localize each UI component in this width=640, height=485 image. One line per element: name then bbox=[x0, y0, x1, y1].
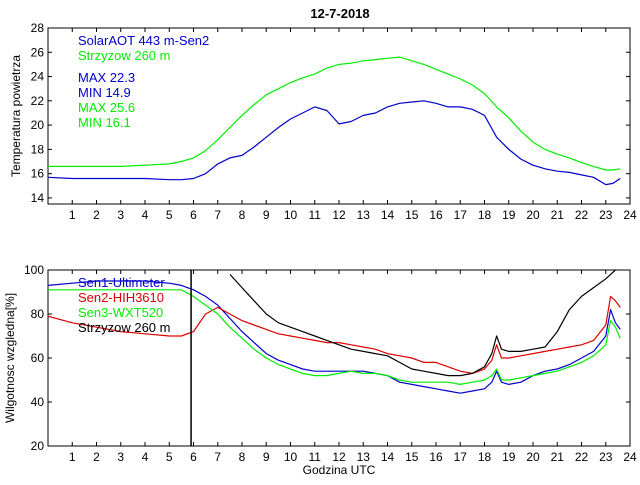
y-tick-label: 22 bbox=[31, 94, 45, 108]
stat-annotation: MIN 16.1 bbox=[78, 115, 131, 130]
legend: Sen1-UltimeterSen2-HIH3610Sen3-WXT520Str… bbox=[78, 275, 170, 335]
y-tick-label: 24 bbox=[31, 70, 45, 84]
x-tick-label: 22 bbox=[575, 208, 589, 222]
legend-entry: SolarAOT 443 m-Sen2 bbox=[78, 33, 209, 48]
y-tick-label: 18 bbox=[31, 142, 45, 156]
y-tick-label: 80 bbox=[31, 307, 45, 321]
x-tick-label: 24 bbox=[623, 450, 637, 464]
legend-entry: Strzyzow 260 m bbox=[78, 320, 170, 335]
x-tick-label: 19 bbox=[502, 208, 516, 222]
series-line-solaraot-443-m-sen2 bbox=[48, 100, 621, 186]
x-tick-label: 16 bbox=[429, 450, 443, 464]
x-tick-label: 23 bbox=[599, 208, 613, 222]
x-tick-label: 14 bbox=[381, 450, 395, 464]
x-tick-label: 5 bbox=[166, 450, 173, 464]
y-tick-label: 28 bbox=[31, 21, 45, 35]
x-tick-label: 7 bbox=[214, 208, 221, 222]
legend-entry: Sen3-WXT520 bbox=[78, 305, 163, 320]
x-tick-label: 13 bbox=[357, 450, 371, 464]
x-tick-label: 13 bbox=[357, 208, 371, 222]
x-tick-label: 14 bbox=[381, 208, 395, 222]
figure-title: 12-7-2018 bbox=[310, 6, 369, 21]
x-tick-label: 10 bbox=[284, 208, 298, 222]
y-tick-label: 20 bbox=[31, 439, 45, 453]
x-tick-label: 10 bbox=[284, 450, 298, 464]
humidity-panel: 1 2 3 4 5 6 7 8 9 10 11 12 13 14 15 16 17 18 19 20 21 22 23 242… bbox=[3, 263, 637, 477]
x-tick-label: 20 bbox=[526, 450, 540, 464]
x-tick-label: 3 bbox=[117, 208, 124, 222]
x-tick-label: 4 bbox=[142, 208, 149, 222]
x-tick-label: 17 bbox=[454, 450, 468, 464]
series-line-strzyzow-260-m bbox=[48, 56, 621, 171]
x-tick-label: 19 bbox=[502, 450, 516, 464]
x-tick-label: 11 bbox=[309, 208, 322, 222]
x-tick-label: 21 bbox=[551, 450, 565, 464]
x-tick-label: 2 bbox=[93, 208, 100, 222]
x-tick-label: 16 bbox=[429, 208, 443, 222]
x-tick-label: 5 bbox=[166, 208, 173, 222]
y-tick-label: 100 bbox=[24, 263, 44, 277]
y-tick-label: 20 bbox=[31, 118, 45, 132]
temperature-panel: 1 2 3 4 5 6 7 8 9 10 11 12 13 14 15 16 17 18 19 20 21 22 23 241… bbox=[9, 21, 637, 222]
x-tick-label: 1 bbox=[69, 450, 76, 464]
x-tick-label: 12 bbox=[332, 450, 346, 464]
series-line-sen2-hih3610 bbox=[48, 295, 621, 374]
x-tick-label: 20 bbox=[526, 208, 540, 222]
x-tick-label: 7 bbox=[214, 450, 221, 464]
x-tick-label: 6 bbox=[190, 208, 197, 222]
x-tick-label: 8 bbox=[239, 450, 246, 464]
x-tick-label: 18 bbox=[478, 450, 492, 464]
x-tick-label: 15 bbox=[405, 450, 419, 464]
y-tick-label: 60 bbox=[31, 351, 45, 365]
x-tick-label: 22 bbox=[575, 450, 589, 464]
stat-annotation: MAX 22.3 bbox=[78, 70, 135, 85]
stat-annotation: MIN 14.9 bbox=[78, 85, 131, 100]
series-line-sen3-wxt520 bbox=[48, 289, 621, 385]
y-axis-label: Wilgotnosc wzgledna[%] bbox=[3, 293, 17, 423]
x-tick-label: 4 bbox=[142, 450, 149, 464]
x-axis-label: Godzina UTC bbox=[303, 463, 376, 477]
y-axis-label: Temperatura powietrza bbox=[9, 55, 23, 177]
x-tick-label: 11 bbox=[309, 450, 322, 464]
x-tick-label: 9 bbox=[263, 208, 270, 222]
y-tick-label: 26 bbox=[31, 45, 45, 59]
y-tick-label: 16 bbox=[31, 167, 45, 181]
x-tick-label: 17 bbox=[454, 208, 468, 222]
legend-entry: Sen2-HIH3610 bbox=[78, 290, 164, 305]
y-tick-label: 14 bbox=[31, 191, 45, 205]
x-tick-label: 18 bbox=[478, 208, 492, 222]
x-tick-label: 23 bbox=[599, 450, 613, 464]
x-tick-label: 21 bbox=[551, 208, 565, 222]
x-tick-label: 12 bbox=[332, 208, 346, 222]
x-tick-label: 24 bbox=[623, 208, 637, 222]
x-tick-label: 8 bbox=[239, 208, 246, 222]
x-tick-label: 9 bbox=[263, 450, 270, 464]
x-tick-label: 15 bbox=[405, 208, 419, 222]
series-line-strzyzow-260-m bbox=[229, 270, 617, 377]
x-tick-label: 1 bbox=[69, 208, 76, 222]
y-tick-label: 40 bbox=[31, 395, 45, 409]
legend-entry: Strzyzow 260 m bbox=[78, 48, 170, 63]
stat-annotation: MAX 25.6 bbox=[78, 100, 135, 115]
legend-entry: Sen1-Ultimeter bbox=[78, 275, 165, 290]
x-tick-label: 3 bbox=[117, 450, 124, 464]
x-tick-label: 2 bbox=[93, 450, 100, 464]
x-tick-label: 6 bbox=[190, 450, 197, 464]
